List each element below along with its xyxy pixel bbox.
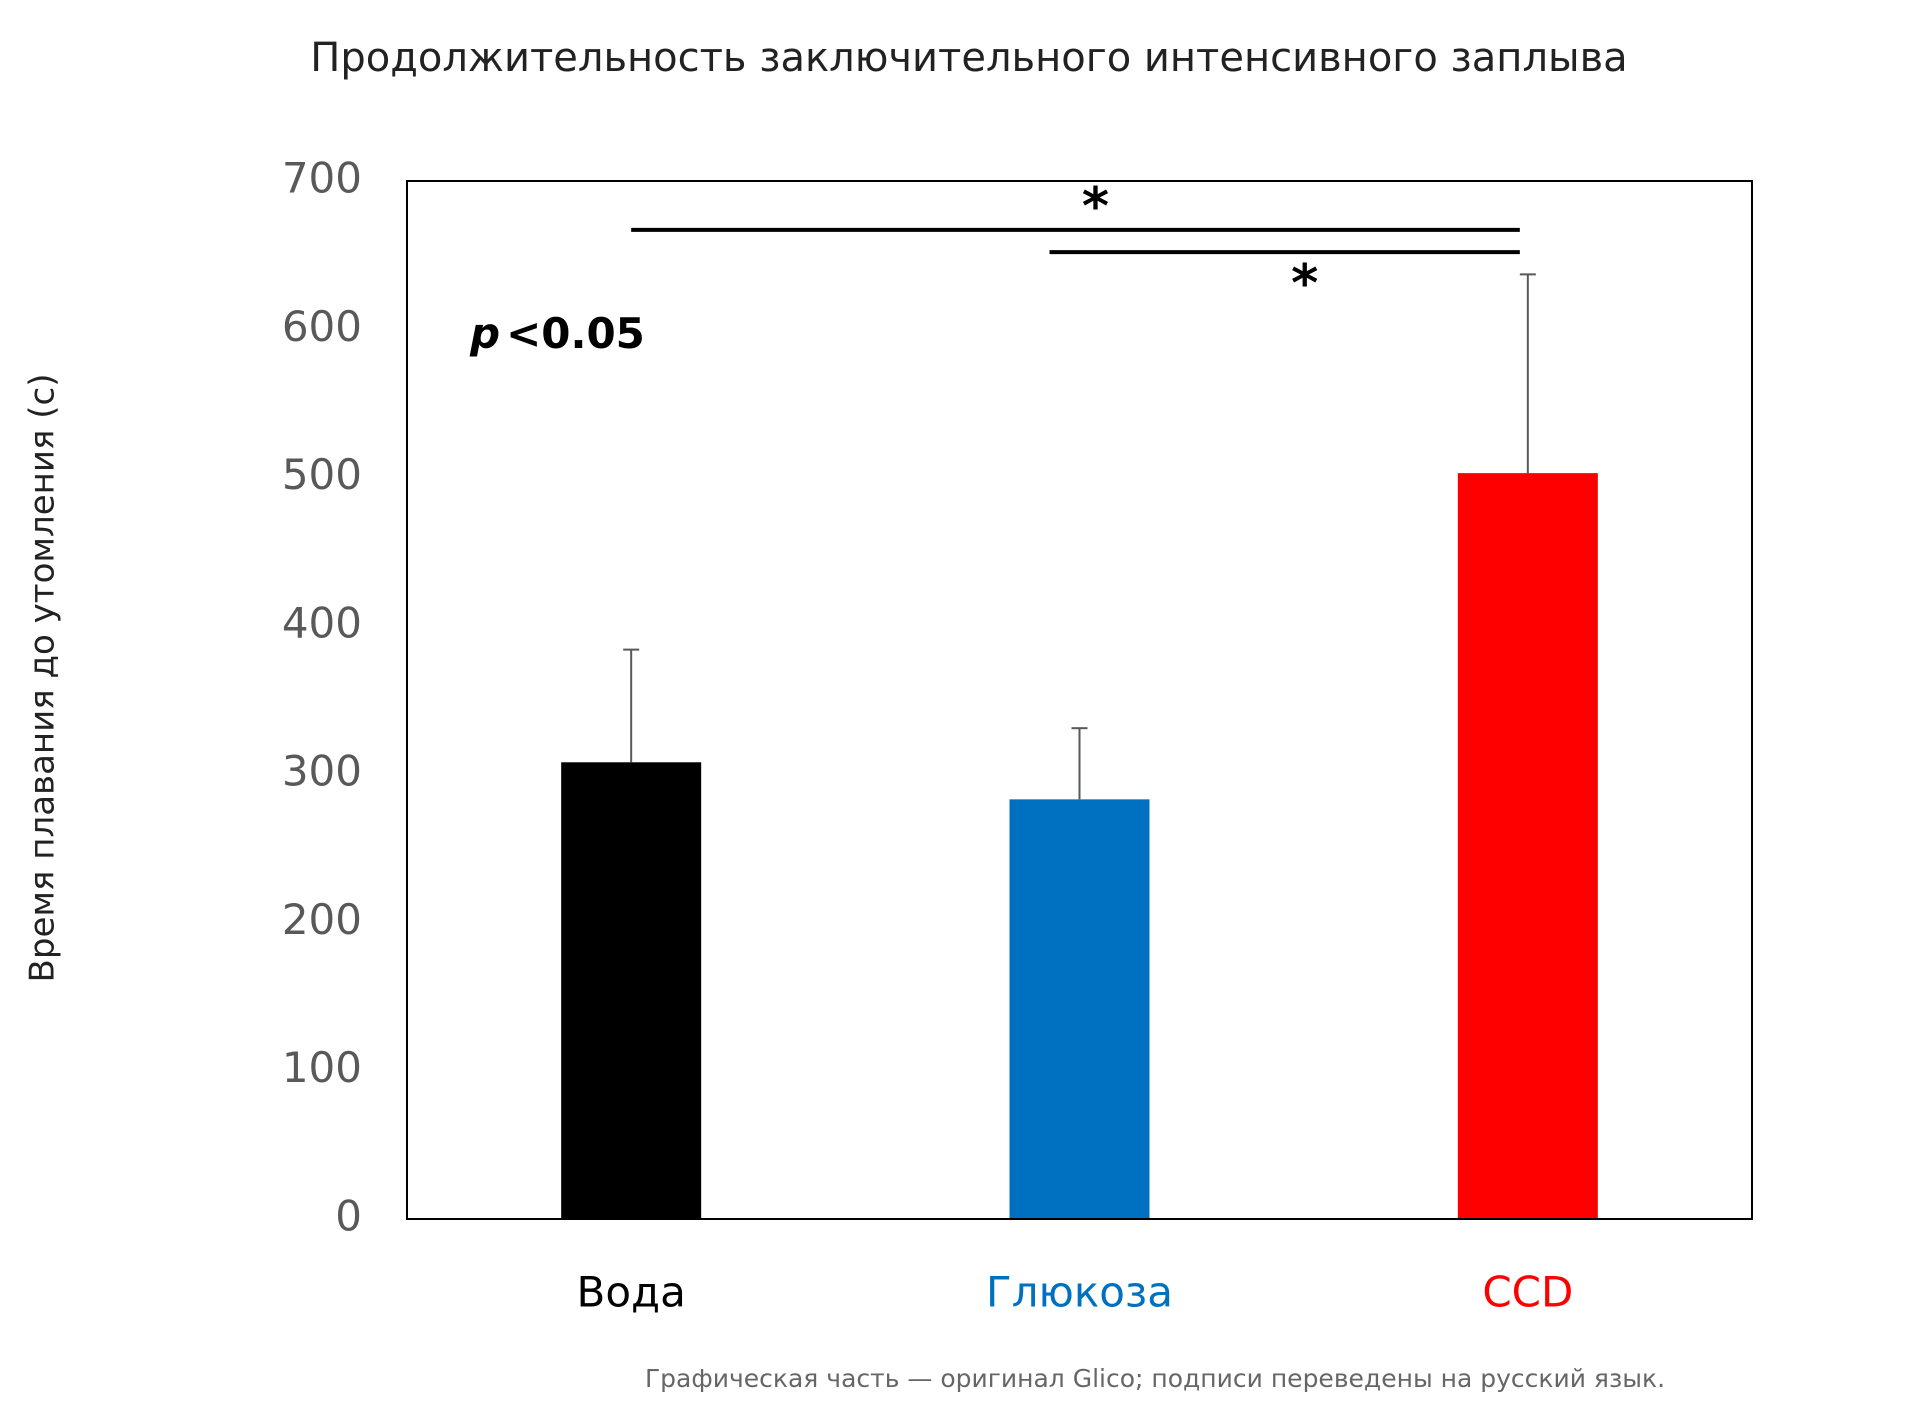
y-tick-label: 700 — [282, 154, 362, 203]
x-tick-label: Глюкоза — [986, 1268, 1173, 1317]
y-tick-label: 0 — [335, 1192, 362, 1241]
significance-mark: * — [1082, 177, 1109, 237]
significance-mark: * — [1291, 254, 1318, 314]
x-tick-label: CCD — [1482, 1268, 1573, 1317]
y-tick-label: 100 — [282, 1043, 362, 1092]
y-tick-label: 600 — [282, 302, 362, 351]
y-tick-label: 200 — [282, 895, 362, 944]
p-threshold: <0.05 — [506, 309, 645, 358]
footnote: Графическая часть — оригинал Glico; подп… — [645, 1364, 1665, 1393]
bar — [561, 762, 702, 1219]
bar — [1457, 473, 1598, 1219]
chart-title: Продолжительность заключительного интенс… — [310, 35, 1627, 81]
plot-frame — [406, 180, 1753, 1220]
y-tick-label: 300 — [282, 747, 362, 796]
y-tick-label: 500 — [282, 450, 362, 499]
p-symbol: p — [469, 309, 500, 358]
y-axis-label: Время плавания до утомления (с) — [23, 374, 63, 983]
bar — [1009, 799, 1150, 1219]
y-tick-label: 400 — [282, 598, 362, 647]
p-value-note: p <0.05 — [469, 309, 645, 358]
x-tick-label: Вода — [577, 1268, 686, 1317]
